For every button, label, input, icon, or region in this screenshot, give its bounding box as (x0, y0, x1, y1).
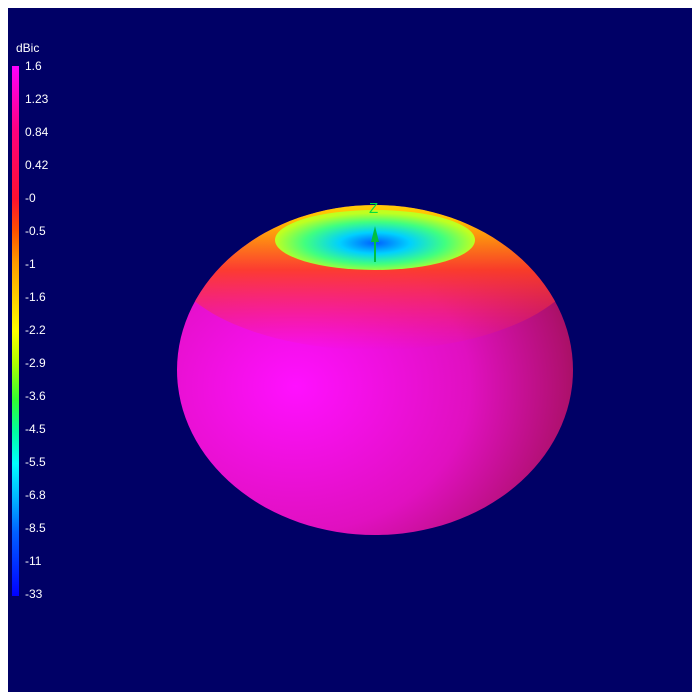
colorbar (12, 66, 19, 596)
colorbar-tick-label: 1.23 (25, 92, 49, 106)
colorbar-tick-label: -6.8 (25, 488, 46, 502)
colorbar-tick-label: 0.42 (25, 158, 49, 172)
colorbar-tick-label: -33 (25, 587, 43, 601)
colorbar-tick-label: -5.5 (25, 455, 46, 469)
colorbar-tick-label: -4.5 (25, 422, 46, 436)
colorbar-tick-label: -2.2 (25, 323, 46, 337)
colorbar-tick-label: -0 (25, 191, 36, 205)
colorbar-tick-label: -3.6 (25, 389, 46, 403)
colorbar-tick-label: -8.5 (25, 521, 46, 535)
colorbar-tick-label: -11 (25, 554, 42, 568)
colorbar-tick-label: -1.6 (25, 290, 46, 304)
colorbar-unit: dBic (16, 41, 40, 55)
colorbar-tick-label: 0.84 (25, 125, 49, 139)
z-axis-arrowhead (371, 226, 379, 242)
z-axis-label: Z (369, 200, 378, 217)
colorbar-tick-label: -1 (25, 257, 36, 271)
colorbar-tick-label: -2.9 (25, 356, 46, 370)
colorbar-tick-label: 1.6 (25, 59, 42, 73)
colorbar-tick-label: -0.5 (25, 224, 46, 238)
